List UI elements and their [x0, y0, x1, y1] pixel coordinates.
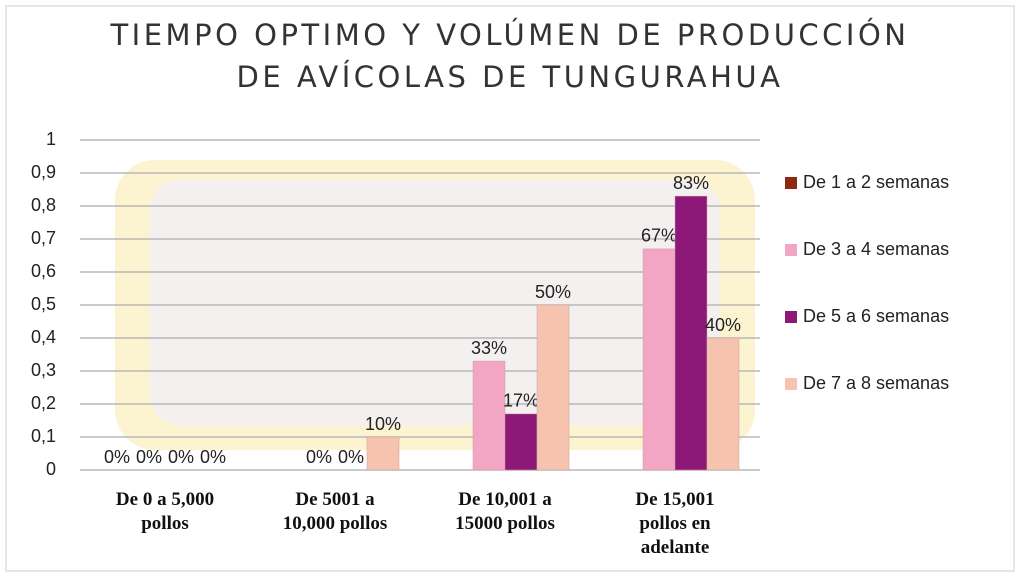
y-tick-label: 0,7	[31, 228, 56, 248]
y-tick-label: 0,2	[31, 393, 56, 413]
bar	[643, 249, 675, 470]
data-label: 50%	[535, 282, 571, 302]
data-label: 0%	[200, 447, 226, 467]
chart: 00,10,20,30,40,50,60,70,80,910%0%0%0%0%0…	[0, 0, 1020, 577]
y-tick-label: 0,5	[31, 294, 56, 314]
data-label: 83%	[673, 173, 709, 193]
y-tick-label: 0,3	[31, 360, 56, 380]
data-label: 67%	[641, 226, 677, 246]
y-tick-label: 0,1	[31, 426, 56, 446]
y-tick-label: 0	[46, 459, 56, 479]
bar	[367, 437, 399, 470]
y-tick-label: 0,4	[31, 327, 56, 347]
data-label: 33%	[471, 338, 507, 358]
data-label: 0%	[104, 447, 130, 467]
data-label: 0%	[338, 447, 364, 467]
background-image-inner	[150, 180, 720, 425]
chart-title: TIEMPO OPTIMO Y VOLÚMEN DE PRODUCCIÓN DE…	[0, 14, 1020, 98]
data-label: 17%	[503, 391, 539, 411]
y-tick-label: 1	[46, 129, 56, 149]
legend-swatch	[785, 378, 797, 390]
bar	[537, 305, 569, 470]
y-tick-label: 0,6	[31, 261, 56, 281]
legend-label: De 3 a 4 semanas	[803, 239, 949, 259]
legend-label: De 5 a 6 semanas	[803, 306, 949, 326]
legend-swatch	[785, 244, 797, 256]
x-tick-label: De 10,001 a 15000 pollos	[420, 488, 590, 536]
legend-swatch	[785, 311, 797, 323]
data-label: 0%	[168, 447, 194, 467]
bar	[707, 338, 739, 470]
legend-label: De 1 a 2 semanas	[803, 172, 949, 192]
x-tick-label: De 5001 a 10,000 pollos	[250, 488, 420, 536]
data-label: 0%	[306, 447, 332, 467]
x-tick-label: De 15,001 pollos en adelante	[590, 488, 760, 560]
data-label: 0%	[136, 447, 162, 467]
y-tick-label: 0,9	[31, 162, 56, 182]
data-label: 10%	[365, 414, 401, 434]
bar	[505, 414, 537, 470]
bar	[473, 361, 505, 470]
legend-swatch	[785, 177, 797, 189]
bar	[675, 196, 707, 470]
y-tick-label: 0,8	[31, 195, 56, 215]
x-tick-label: De 0 a 5,000 pollos	[80, 488, 250, 536]
legend-label: De 7 a 8 semanas	[803, 373, 949, 393]
data-label: 40%	[705, 315, 741, 335]
